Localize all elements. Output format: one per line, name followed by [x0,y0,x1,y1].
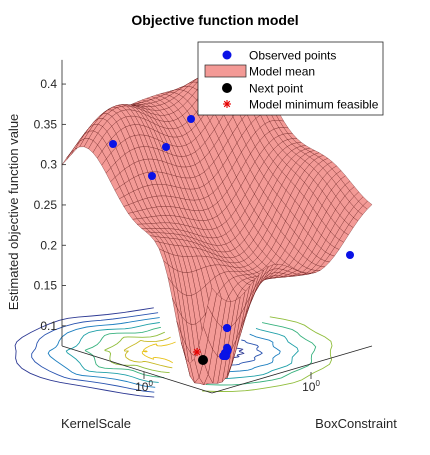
contour-line [84,326,165,379]
contour-line [47,317,160,388]
contour-line [65,322,160,383]
svg-text:100: 100 [302,379,320,394]
contour-line [104,331,170,374]
z-tick-label: 0.35 [34,117,58,131]
x-axis-label: KernelScale [61,416,131,431]
z-tick-label: 0.3 [40,158,57,172]
z-tick-label: 0.4 [40,77,57,91]
observed-point [187,115,195,123]
contour-line [31,312,159,393]
z-axis-label: Estimated objective function value [6,114,21,311]
axes [61,59,373,394]
observed-point [148,172,156,180]
legend: Observed points Model mean Next point Mo… [197,41,384,116]
z-tick-label: 0.2 [40,238,57,252]
legend-next-label: Next point [249,82,304,96]
contour-line [215,333,281,373]
observed-point [220,352,229,360]
observed-points [109,115,354,365]
z-ticks: 0.1 0.15 0.2 0.25 0.3 0.35 0.4 [34,77,312,379]
contour-line [123,336,173,369]
legend-model-mean-label: Model mean [249,65,315,79]
observed-point [109,140,117,148]
legend-observed-marker [222,50,232,60]
legend-observed-label: Observed points [249,49,336,63]
next-point [198,355,208,365]
z-tick-label: 0.25 [34,198,58,212]
z-tick-label: 0.1 [40,319,57,333]
legend-next-marker [222,83,232,93]
surface-patch [207,287,217,316]
observed-point [346,251,354,259]
model-minimum-feasible-point [193,348,201,356]
observed-point [162,143,170,151]
y-axis-line [211,345,373,394]
contour-line [14,307,155,398]
x-axis-line [61,345,213,394]
chart-title: Objective function model [131,12,298,28]
y-axis-label: BoxConstraint [315,416,397,431]
y-tick-label: 100 [302,379,320,394]
contour-line [211,327,299,379]
contour-line [205,322,317,386]
contour-line [217,339,263,366]
contour-line [141,341,176,364]
z-tick-label: 0.15 [34,279,58,293]
contour-line [202,316,333,392]
observed-point [223,324,232,333]
legend-model-mean-marker [204,64,247,78]
contour-lines [14,307,333,398]
legend-minimum-label: Model minimum feasible [249,98,379,112]
legend-minimum-marker [223,100,231,108]
